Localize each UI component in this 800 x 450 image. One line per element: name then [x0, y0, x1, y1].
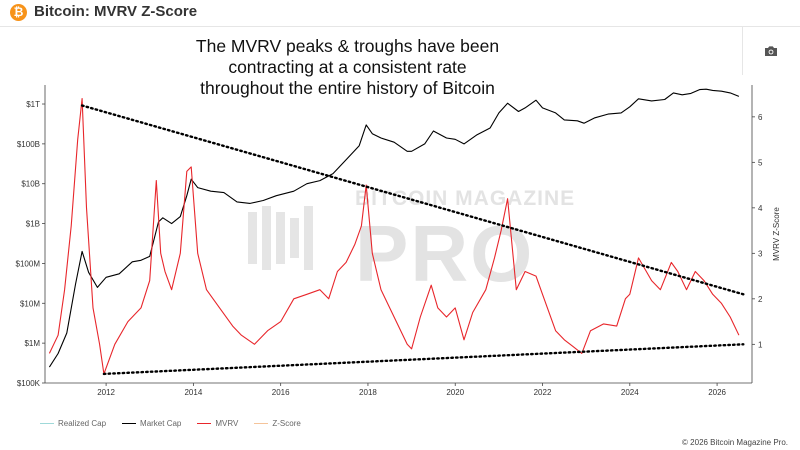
- legend-swatch: [197, 422, 212, 425]
- left-tick-label: $100B: [17, 140, 40, 149]
- x-tick-label: 2016: [272, 388, 290, 397]
- legend-swatch: [40, 422, 54, 425]
- watermark-logo-icon: [248, 206, 313, 270]
- chart-annotation: The MVRV peaks & troughs have been contr…: [150, 36, 545, 99]
- trough-trend-line: [102, 343, 745, 376]
- right-tick-label: 5: [758, 158, 763, 167]
- annotation-line: The MVRV peaks & troughs have been: [195, 36, 500, 56]
- x-tick-label: 2014: [184, 388, 202, 397]
- left-tick-label: $10M: [20, 299, 40, 308]
- bitcoin-logo-icon: ₿: [10, 4, 27, 21]
- annotation-line: contracting at a consistent rate: [228, 57, 467, 77]
- x-tick-label: 2012: [97, 388, 115, 397]
- x-tick-label: 2026: [708, 388, 726, 397]
- right-tick-label: 2: [758, 295, 763, 304]
- legend: Realized Cap Market Cap MVRV Z-Score: [40, 419, 301, 428]
- watermark: BITCOIN MAGAZINE PRO: [248, 187, 575, 298]
- x-tick-label: 2024: [621, 388, 639, 397]
- left-tick-label: $10B: [21, 180, 40, 189]
- right-tick-label: 4: [758, 204, 763, 213]
- market-cap-line: [48, 88, 740, 368]
- right-tick-label: 1: [758, 340, 763, 349]
- legend-item-market-cap[interactable]: Market Cap: [122, 419, 181, 428]
- right-axis-label: MVRV Z-Score: [772, 207, 781, 261]
- chart-header: ₿ Bitcoin: MVRV Z-Score: [0, 0, 800, 27]
- left-tick-label: $1B: [26, 220, 40, 229]
- right-tick-label: 6: [758, 113, 763, 122]
- legend-item-mvrv[interactable]: MVRV: [197, 419, 238, 428]
- right-tick-label: 3: [758, 249, 763, 258]
- annotation-line: throughout the entire history of Bitcoin: [200, 78, 495, 98]
- x-tick-label: 2020: [446, 388, 464, 397]
- left-tick-label: $1T: [26, 100, 40, 109]
- legend-item-realized-cap[interactable]: Realized Cap: [40, 419, 106, 428]
- legend-label: Market Cap: [140, 419, 182, 428]
- legend-label: MVRV: [215, 419, 239, 428]
- left-tick-label: $100M: [16, 259, 41, 268]
- toolbar-divider: [742, 27, 743, 75]
- axes: $100K $1M $10M $100M $1B $10B $100B $1T 1 2 3 4 5 6 MV…: [16, 85, 781, 397]
- watermark-top-text: BITCOIN MAGAZINE: [355, 187, 575, 210]
- plot-area: [48, 88, 745, 376]
- chart-title: Bitcoin: MVRV Z-Score: [34, 3, 198, 20]
- x-tick-label: 2022: [534, 388, 552, 397]
- legend-label: Realized Cap: [58, 419, 107, 428]
- left-tick-label: $1M: [24, 339, 40, 348]
- x-tick-label: 2018: [359, 388, 377, 397]
- legend-swatch: [122, 422, 137, 425]
- legend-label: Z-Score: [272, 419, 301, 428]
- mvrv-line: [48, 98, 740, 375]
- peak-trend-line: [80, 104, 745, 296]
- left-tick-label: $100K: [17, 379, 41, 388]
- camera-icon[interactable]: [760, 40, 782, 62]
- watermark-bottom-text: PRO: [355, 209, 534, 298]
- legend-swatch: [254, 422, 269, 425]
- copyright: © 2026 Bitcoin Magazine Pro.: [682, 438, 788, 447]
- legend-item-z-score[interactable]: Z-Score: [254, 419, 301, 428]
